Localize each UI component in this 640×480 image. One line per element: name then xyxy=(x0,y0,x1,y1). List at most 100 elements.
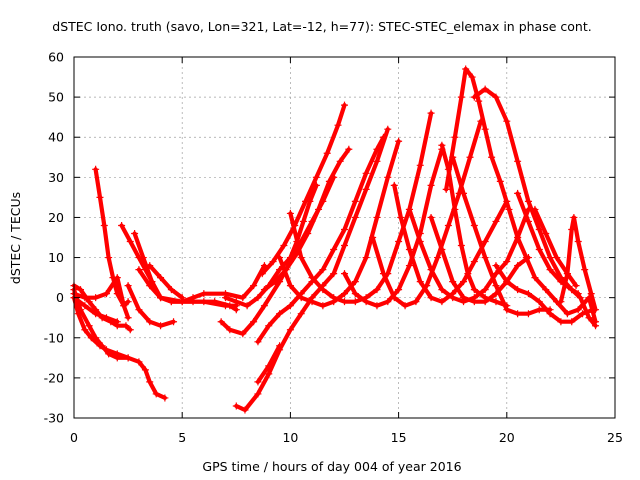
data-point-marker xyxy=(427,109,435,117)
data-point-marker xyxy=(81,302,89,310)
data-point-marker xyxy=(345,145,353,153)
data-point-marker xyxy=(434,254,442,262)
data-point-marker xyxy=(449,278,457,286)
data-point-marker xyxy=(250,318,258,326)
data-point-marker xyxy=(161,394,169,402)
data-point-marker xyxy=(118,221,126,229)
data-point-marker xyxy=(113,318,121,326)
data-point-marker xyxy=(369,234,377,241)
y-tick-label: -10 xyxy=(44,330,64,345)
data-point-marker xyxy=(96,342,104,350)
data-point-marker xyxy=(126,238,134,246)
data-point-marker xyxy=(122,322,130,330)
data-point-marker xyxy=(579,310,587,318)
data-point-marker xyxy=(401,302,409,310)
data-point-marker xyxy=(546,254,554,262)
data-point-marker xyxy=(416,238,424,246)
data-point-marker xyxy=(460,189,468,197)
data-point-marker xyxy=(81,294,89,302)
data-point-marker xyxy=(496,177,504,185)
data-point-marker xyxy=(226,326,234,334)
data-point-marker xyxy=(120,302,128,310)
series-line xyxy=(450,155,553,316)
data-point-marker xyxy=(76,286,84,294)
data-point-marker xyxy=(451,205,459,213)
data-point-marker xyxy=(258,270,266,278)
data-point-marker xyxy=(581,266,589,274)
plot-frame xyxy=(73,56,616,419)
series-arc-k xyxy=(135,266,240,310)
y-tick-label: 60 xyxy=(48,50,64,65)
series-arc-aa xyxy=(449,153,554,318)
data-point-marker xyxy=(568,318,576,326)
y-tick-label: 30 xyxy=(48,170,64,185)
data-point-marker xyxy=(341,225,348,233)
data-point-marker xyxy=(427,213,435,221)
data-point-marker xyxy=(109,274,117,282)
data-point-marker xyxy=(492,262,500,270)
series-arc-ag xyxy=(557,213,600,314)
data-point-marker xyxy=(449,294,457,302)
data-point-marker xyxy=(362,254,370,262)
data-point-marker xyxy=(468,73,476,81)
data-point-marker xyxy=(524,217,532,225)
data-point-marker xyxy=(126,326,134,334)
data-point-marker xyxy=(557,278,565,286)
data-point-marker xyxy=(405,205,413,213)
data-point-marker xyxy=(102,314,110,322)
data-point-marker xyxy=(341,298,348,306)
data-point-marker xyxy=(330,246,338,254)
data-point-marker xyxy=(503,278,511,286)
data-point-marker xyxy=(330,270,338,278)
axis-ticks: 0 5 10 15 20 25 -30 -20 -10 0 10 20 30 40 50 60 xyxy=(44,50,623,446)
data-point-marker xyxy=(563,270,571,278)
data-point-marker xyxy=(306,197,314,205)
data-point-marker xyxy=(221,302,229,310)
data-point-marker xyxy=(373,302,381,310)
y-axis-label: dSTEC / TECUs xyxy=(8,192,23,284)
x-tick-label: 15 xyxy=(391,430,407,445)
data-point-marker xyxy=(131,229,139,237)
data-point-marker xyxy=(416,161,424,169)
series-line xyxy=(71,295,131,360)
data-point-marker xyxy=(124,282,132,290)
data-point-marker xyxy=(542,286,550,294)
data-point-marker xyxy=(373,145,381,153)
x-tick-label: 10 xyxy=(282,430,298,445)
data-point-marker xyxy=(481,294,489,302)
data-point-marker xyxy=(535,298,543,306)
data-point-marker xyxy=(146,282,154,290)
data-point-marker xyxy=(102,290,110,298)
data-point-marker xyxy=(157,322,165,330)
data-point-marker xyxy=(438,286,446,294)
data-point-marker xyxy=(384,173,392,181)
data-point-marker xyxy=(351,278,359,286)
series-arc-u xyxy=(341,145,446,310)
data-point-marker xyxy=(286,209,294,217)
data-point-marker xyxy=(379,270,387,278)
data-point-marker xyxy=(254,378,262,386)
data-point-marker xyxy=(135,358,143,366)
data-point-marker xyxy=(336,157,344,165)
series-arc-ad xyxy=(492,262,597,326)
data-point-marker xyxy=(243,302,251,310)
data-point-marker xyxy=(390,294,398,302)
data-point-marker xyxy=(470,93,478,101)
series-line xyxy=(93,167,131,308)
data-point-marker xyxy=(427,294,435,302)
data-point-marker xyxy=(546,266,554,274)
data-point-marker xyxy=(464,270,472,278)
x-axis-label: GPS time / hours of day 004 of year 2016 xyxy=(202,459,461,474)
data-point-marker xyxy=(297,294,305,302)
series-line xyxy=(126,283,176,328)
data-point-marker xyxy=(488,153,496,161)
data-point-marker xyxy=(124,354,132,362)
data-point-marker xyxy=(146,262,154,270)
data-point-marker xyxy=(438,141,446,149)
data-point-marker xyxy=(522,254,530,262)
data-point-marker xyxy=(254,390,262,398)
data-point-marker xyxy=(152,390,160,398)
data-point-marker xyxy=(395,286,403,294)
data-point-marker xyxy=(265,322,273,330)
data-point-marker xyxy=(92,165,100,173)
